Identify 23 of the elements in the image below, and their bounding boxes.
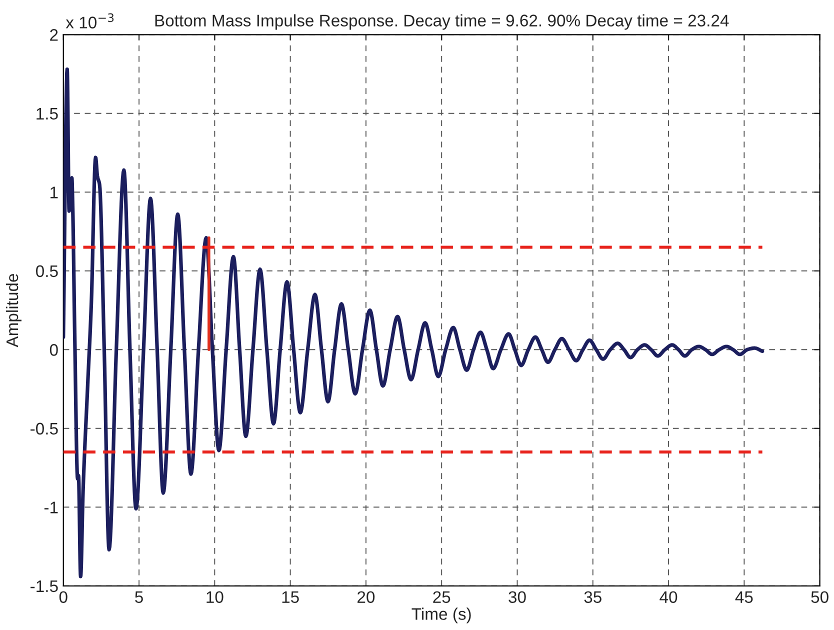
x-tick-label: 50 — [811, 591, 828, 604]
y-tick-label: -1 — [44, 502, 58, 514]
x-tick-label: 20 — [358, 591, 375, 604]
x-axis-title: Time (s) — [412, 608, 471, 624]
y-tick-label: 2 — [50, 29, 58, 41]
y-tick-label: -0.5 — [30, 422, 58, 435]
text: x 10$^{−3}$ — [66, 13, 114, 28]
x-tick-label: 5 — [135, 591, 143, 604]
x-tick-label: 15 — [282, 591, 299, 604]
chart-title: Bottom Mass Impulse Response. Decay time = 9.62. 90% Decay time = 23.24 — [155, 14, 729, 30]
x-tick-label: 35 — [584, 591, 602, 604]
y-tick-label: 1.5 — [36, 108, 58, 120]
x-tick-label: 40 — [660, 591, 678, 604]
y-tick-label: 0 — [50, 344, 58, 356]
y-tick-label: -1.5 — [30, 580, 58, 592]
x-tick-label: 45 — [735, 591, 753, 604]
y-tick-label: 1 — [50, 186, 58, 198]
y-axis-title: Amplitude — [6, 274, 22, 348]
x-tick-label: 0 — [59, 591, 68, 604]
x-tick-label: 25 — [433, 591, 450, 604]
y-tick-label: 0.5 — [36, 265, 58, 278]
x-tick-label: 30 — [508, 591, 526, 604]
x-tick-label: 10 — [206, 591, 224, 604]
